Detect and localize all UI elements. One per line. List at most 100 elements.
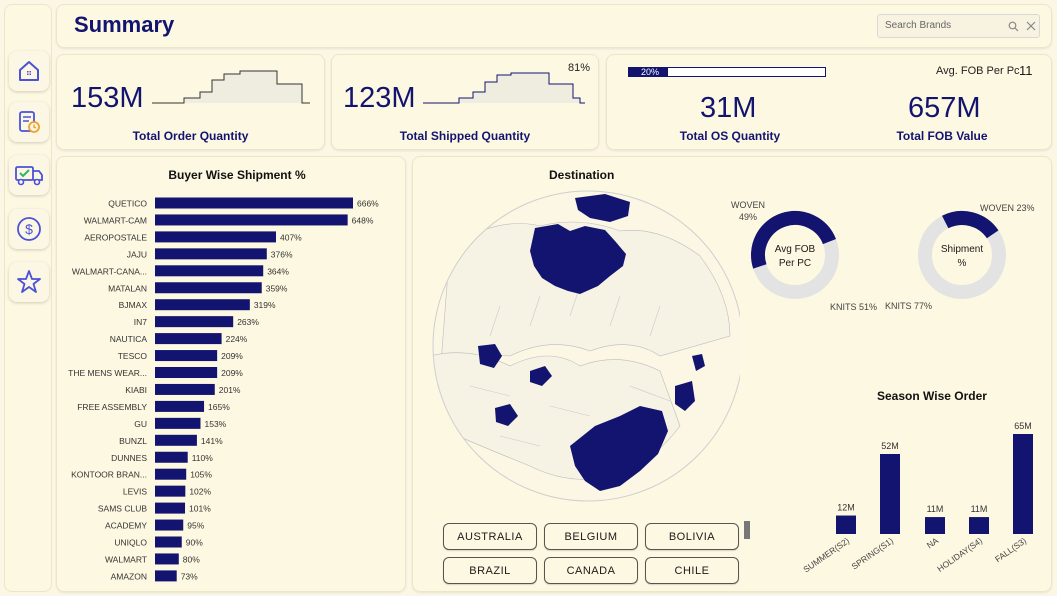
country-button-chile[interactable]: CHILE [645, 557, 739, 584]
season-bar[interactable] [880, 454, 900, 534]
buyer-bar[interactable] [155, 299, 250, 311]
shipped-sparkline [423, 72, 585, 104]
donut-woven-segment[interactable] [748, 208, 841, 301]
shipment-donut-chart [918, 211, 1006, 299]
shipment-donut-center: Shipment % [932, 243, 992, 271]
season-bar[interactable] [969, 517, 989, 534]
buyer-data-label: 263% [237, 317, 259, 327]
buyer-chart-panel [56, 156, 406, 592]
avg-fob-woven-pct: 49% [739, 212, 758, 222]
buyer-bar[interactable] [155, 434, 197, 446]
buyer-bar[interactable] [155, 316, 234, 328]
season-bar-chart: 12M SUMMER(S2) 52M SPRING(S1) 11M NA 11M HOLIDA… [801, 421, 1033, 575]
report-clock-icon [19, 111, 40, 133]
country-button-bolivia[interactable]: BOLIVIA [645, 523, 739, 550]
buyer-category-label: QUETICO [108, 199, 147, 209]
buyer-data-label: 165% [208, 402, 230, 412]
buyer-category-label: FREE ASSEMBLY [77, 402, 147, 412]
buyer-category-label: NAUTICA [110, 334, 148, 344]
buyer-bar[interactable] [155, 231, 276, 243]
buyer-bar[interactable] [155, 536, 182, 548]
search-icon[interactable] [1008, 21, 1019, 32]
buyer-data-label: 407% [280, 232, 302, 242]
buyer-bar[interactable] [155, 468, 187, 480]
country-list-scrollbar[interactable] [744, 521, 750, 539]
buyer-bar[interactable] [155, 451, 188, 463]
buyer-category-label: LEVIS [123, 487, 147, 497]
destination-title: Destination [549, 168, 615, 182]
season-data-label: 11M [927, 504, 944, 514]
os-progress-fill [629, 68, 669, 76]
season-category-label: SPRING(S1) [850, 535, 896, 571]
shipment-nav-button[interactable] [9, 155, 49, 195]
buyer-data-label: 209% [221, 368, 243, 378]
buyer-bar[interactable] [155, 519, 184, 531]
season-chart-title: Season Wise Order [877, 389, 987, 403]
season-data-label: 11M [971, 504, 988, 514]
home-nav-button[interactable] [9, 51, 49, 91]
buyer-bar[interactable] [155, 383, 215, 395]
buyer-bar[interactable] [155, 333, 222, 345]
buyer-bar[interactable] [155, 282, 262, 294]
buyer-category-label: SAMS CLUB [98, 504, 147, 514]
season-category-label: HOLIDAY(S4) [935, 535, 984, 574]
buyer-category-label: JAJU [127, 249, 147, 259]
buyer-category-label: KONTOOR BRAN... [71, 470, 147, 480]
favorites-nav-button[interactable] [9, 262, 49, 302]
buyer-bar[interactable] [155, 248, 267, 260]
shipped-percent: 81% [568, 62, 591, 74]
buyer-bar[interactable] [155, 400, 205, 412]
buyer-category-label: TESCO [118, 351, 148, 361]
country-button-canada[interactable]: CANADA [544, 557, 638, 584]
season-data-label: 65M [1014, 421, 1032, 431]
season-category-label: FALL(S3) [993, 535, 1028, 564]
buyer-data-label: 376% [271, 249, 293, 259]
clear-search-icon[interactable] [1026, 21, 1036, 31]
buyer-category-label: AMAZON [111, 571, 147, 581]
search-brands-input[interactable]: Search Brands [877, 14, 1040, 38]
country-button-australia[interactable]: AUSTRALIA [443, 523, 537, 550]
buyer-bar-chart: QUETICO 666% WALMART-CAM 648% AEROPOSTALE 407… [68, 197, 379, 582]
buyer-data-label: 201% [219, 385, 241, 395]
buyer-bar[interactable] [155, 417, 201, 429]
buyer-category-label: AEROPOSTALE [84, 232, 147, 242]
buyer-data-label: 90% [186, 538, 203, 548]
total-order-label: Total Order Quantity [132, 129, 249, 143]
avg-fob-woven-label: WOVEN 49% [731, 199, 765, 223]
country-button-belgium[interactable]: BELGIUM [544, 523, 638, 550]
buyer-category-label: WALMART-CAM [84, 215, 147, 225]
avg-fob-knits-label: KNITS 51% [830, 302, 878, 312]
season-bar[interactable] [836, 515, 856, 534]
page-title: Summary [74, 12, 175, 37]
buyer-bar[interactable] [155, 485, 186, 497]
buyer-data-label: 319% [254, 300, 276, 310]
buyer-bar[interactable] [155, 197, 353, 209]
total-shipped-value: 123M [343, 82, 416, 114]
buyer-bar[interactable] [155, 367, 218, 378]
buyer-category-label: IN7 [134, 317, 148, 327]
buyer-bar[interactable] [155, 570, 177, 582]
delivery-truck-icon [15, 166, 43, 186]
buyer-bar[interactable] [155, 214, 348, 226]
report-nav-button[interactable] [9, 102, 49, 142]
buyer-bar[interactable] [155, 553, 179, 565]
buyer-chart-title: Buyer Wise Shipment % [168, 168, 306, 182]
buyer-category-label: BJMAX [119, 300, 148, 310]
total-os-value: 31M [700, 92, 757, 124]
total-fob-label: Total FOB Value [896, 129, 988, 143]
avg-fob-center-line2: Per PC [778, 258, 812, 269]
country-button-brazil[interactable]: BRAZIL [443, 557, 537, 584]
season-bar[interactable] [925, 517, 945, 534]
buyer-data-label: 666% [357, 199, 379, 209]
total-order-value: 153M [71, 82, 144, 114]
order-sparkline [152, 70, 310, 104]
season-bar[interactable] [1013, 434, 1033, 534]
shipment-center-line1: Shipment [940, 244, 984, 255]
destination-globe-map [432, 190, 740, 502]
buyer-category-label: ACADEMY [105, 521, 147, 531]
buyer-bar[interactable] [155, 265, 264, 277]
finance-nav-button[interactable]: $ [9, 209, 49, 249]
buyer-category-label: MATALAN [108, 283, 147, 293]
buyer-bar[interactable] [155, 350, 218, 362]
buyer-bar[interactable] [155, 502, 186, 514]
